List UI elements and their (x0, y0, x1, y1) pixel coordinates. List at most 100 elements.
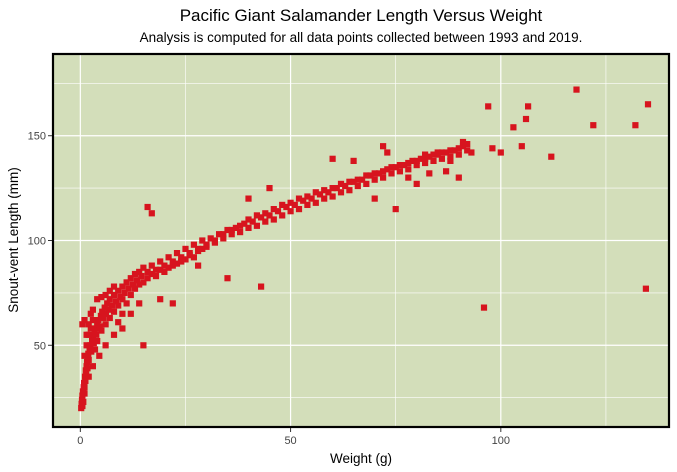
data-point-71 (207, 235, 214, 242)
data-point-186 (380, 168, 387, 175)
data-point-242 (455, 174, 462, 181)
data-point-27 (92, 325, 99, 332)
data-point-85 (266, 212, 273, 219)
data-point-115 (392, 164, 399, 171)
data-point-119 (409, 157, 416, 164)
data-point-190 (413, 157, 420, 164)
data-point-141 (102, 321, 109, 328)
data-point-132 (464, 147, 471, 154)
data-point-187 (388, 164, 395, 171)
data-point-189 (405, 159, 412, 167)
data-point-61 (165, 254, 172, 261)
y-axis-ticks: 50 100 150 (28, 131, 52, 352)
data-point-222 (169, 300, 176, 307)
data-point-122 (422, 159, 429, 167)
data-point-120 (413, 162, 420, 169)
data-point-107 (359, 176, 366, 183)
data-point-50 (129, 281, 136, 288)
data-point-192 (430, 151, 437, 158)
data-point-34 (100, 314, 107, 322)
data-point-182 (346, 178, 353, 185)
data-point-163 (195, 247, 202, 255)
data-point-179 (321, 187, 328, 194)
data-point-67 (190, 241, 197, 248)
data-point-210 (85, 373, 92, 380)
data-point-157 (169, 262, 176, 269)
data-point-217 (136, 300, 143, 307)
data-point-214 (110, 331, 118, 338)
data-point-221 (157, 296, 164, 303)
data-point-241 (443, 168, 450, 175)
data-point-117 (401, 162, 408, 169)
data-point-78 (237, 229, 244, 236)
data-point-127 (443, 149, 450, 156)
data-point-56 (144, 268, 151, 275)
data-point-208 (119, 310, 126, 317)
data-point-30 (95, 317, 102, 324)
data-point-252 (525, 103, 532, 110)
data-point-152 (148, 270, 155, 278)
data-point-168 (228, 226, 235, 234)
data-point-140 (98, 327, 105, 334)
data-point-88 (279, 212, 286, 219)
data-point-74 (220, 235, 227, 242)
data-point-169 (237, 222, 244, 229)
data-point-170 (245, 216, 252, 223)
data-point-43 (115, 287, 122, 294)
data-point-219 (148, 210, 155, 217)
data-point-136 (87, 325, 94, 332)
data-point-80 (245, 224, 252, 231)
data-point-165 (203, 243, 210, 250)
data-point-90 (287, 208, 294, 215)
data-point-151 (144, 275, 151, 282)
data-point-108 (363, 180, 370, 187)
data-point-134 (83, 342, 90, 349)
data-point-138 (91, 346, 99, 353)
data-point-6 (80, 398, 87, 405)
data-point-160 (182, 256, 189, 263)
data-point-224 (224, 275, 231, 282)
data-point-52 (134, 277, 141, 284)
data-point-3 (79, 402, 86, 410)
data-point-84 (262, 218, 269, 225)
data-point-103 (342, 182, 349, 190)
data-point-147 (127, 291, 134, 299)
data-point-105 (350, 178, 357, 185)
data-point-196 (79, 321, 86, 328)
data-point-248 (497, 149, 504, 156)
data-point-144 (115, 302, 122, 309)
data-point-220 (140, 342, 147, 349)
plot-border (51, 52, 671, 429)
data-point-172 (262, 210, 269, 217)
data-point-245 (480, 304, 488, 311)
data-point-173 (270, 206, 277, 213)
data-point-64 (178, 254, 185, 261)
data-point-258 (642, 285, 649, 292)
data-point-238 (459, 138, 467, 146)
data-point-229 (350, 157, 357, 164)
data-point-139 (94, 338, 101, 345)
data-point-197 (81, 317, 88, 324)
data-point-213 (102, 342, 109, 349)
y-tick-label-1: 100 (28, 236, 46, 248)
data-point-77 (232, 224, 239, 231)
data-point-153 (152, 273, 160, 280)
data-point-69 (199, 237, 206, 244)
data-point-86 (270, 216, 277, 223)
chart-title: Pacific Giant Salamander Length Versus W… (180, 6, 543, 25)
data-point-159 (178, 258, 185, 265)
data-point-233 (384, 149, 391, 156)
x-tick-label-0: 0 (77, 435, 83, 447)
grid-lines (53, 54, 669, 427)
data-point-24 (89, 333, 96, 340)
data-point-54 (138, 273, 145, 280)
data-point-40 (108, 302, 115, 309)
data-point-255 (590, 122, 597, 129)
data-point-212 (96, 352, 103, 359)
data-point-247 (489, 145, 496, 152)
data-point-35 (101, 304, 108, 311)
data-point-19 (85, 356, 92, 363)
data-point-79 (241, 220, 248, 227)
data-point-75 (224, 226, 231, 234)
data-point-97 (316, 191, 324, 198)
